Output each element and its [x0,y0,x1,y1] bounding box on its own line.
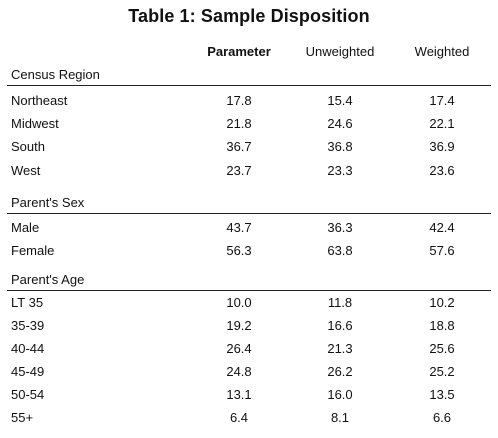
row-label: Female [11,243,55,258]
cell-unweighted: 11.8 [327,295,353,310]
cell-unweighted: 16.6 [327,318,353,333]
section-label-parents-sex: Parent's Sex [11,195,85,210]
row-label: LT 35 [11,295,44,310]
cell-weighted: 25.6 [429,341,455,356]
table-row: LT 35 10.0 11.8 10.2 [0,295,498,315]
cell-parameter: 21.8 [226,116,252,131]
row-label: South [11,139,45,154]
column-header-weighted: Weighted [414,44,470,59]
cell-unweighted: 36.3 [327,220,353,235]
row-label: Midwest [11,116,59,131]
cell-parameter: 17.8 [226,93,252,108]
cell-weighted: 22.1 [429,116,455,131]
column-header-parameter: Parameter [207,44,271,59]
cell-parameter: 36.7 [226,139,252,154]
table-row: 50-54 13.1 16.0 13.5 [0,387,498,407]
row-label: 45-49 [11,364,45,379]
cell-weighted: 13.5 [429,387,455,402]
cell-weighted: 10.2 [429,295,455,310]
table-title: Table 1: Sample Disposition [128,6,370,26]
cell-unweighted: 24.6 [327,116,353,131]
table-row: South 36.7 36.8 36.9 [0,139,498,159]
column-header-unweighted: Unweighted [305,44,375,59]
cell-weighted: 25.2 [429,364,455,379]
table-row: Midwest 21.8 24.6 22.1 [0,116,498,136]
cell-weighted: 18.8 [429,318,455,333]
row-label: 55+ [11,410,34,425]
cell-unweighted: 8.1 [330,410,350,425]
cell-unweighted: 23.3 [327,163,353,178]
table-row: 55+ 6.4 8.1 6.6 [0,410,498,430]
cell-unweighted: 26.2 [327,364,353,379]
cell-unweighted: 21.3 [327,341,353,356]
cell-unweighted: 16.0 [327,387,353,402]
cell-parameter: 10.0 [226,295,252,310]
cell-weighted: 36.9 [429,139,455,154]
section-label-census-region: Census Region [11,67,100,82]
cell-parameter: 24.8 [226,364,252,379]
cell-unweighted: 15.4 [327,93,353,108]
cell-parameter: 26.4 [226,341,252,356]
cell-parameter: 19.2 [226,318,252,333]
table-row: 35-39 19.2 16.6 18.8 [0,318,498,338]
cell-parameter: 13.1 [226,387,252,402]
cell-parameter: 43.7 [226,220,252,235]
cell-parameter: 6.4 [229,410,249,425]
cell-parameter: 56.3 [226,243,252,258]
table-row: West 23.7 23.3 23.6 [0,163,498,183]
table-row: 45-49 24.8 26.2 25.2 [0,364,498,384]
row-label: Male [11,220,40,235]
section-label-parents-age: Parent's Age [11,272,85,287]
row-label: 35-39 [11,318,45,333]
cell-weighted: 42.4 [429,220,455,235]
column-header-row: Parameter Unweighted Weighted [0,44,498,62]
cell-unweighted: 36.8 [327,139,353,154]
row-label: 50-54 [11,387,45,402]
cell-weighted: 23.6 [429,163,455,178]
table-row: 40-44 26.4 21.3 25.6 [0,341,498,361]
section-divider [7,290,491,291]
row-label: Northeast [11,93,68,108]
row-label: 40-44 [11,341,45,356]
section-divider [7,85,491,86]
table-row: Male 43.7 36.3 42.4 [0,220,498,240]
row-label: West [11,163,41,178]
cell-weighted: 57.6 [429,243,455,258]
cell-unweighted: 63.8 [327,243,353,258]
cell-weighted: 17.4 [429,93,455,108]
section-divider [7,213,491,214]
table-row: Northeast 17.8 15.4 17.4 [0,93,498,113]
table-row: Female 56.3 63.8 57.6 [0,243,498,263]
cell-parameter: 23.7 [226,163,252,178]
cell-weighted: 6.6 [432,410,452,425]
